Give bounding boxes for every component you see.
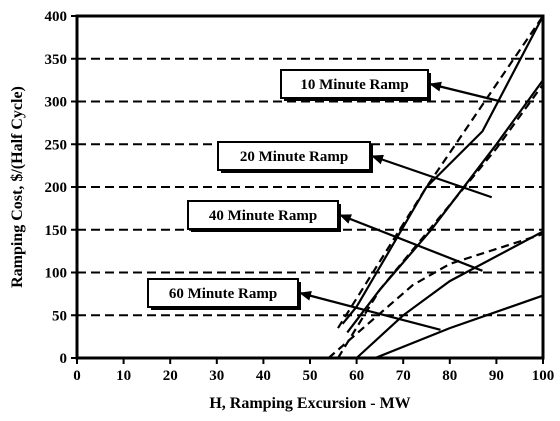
series-2-solid-line [355, 230, 544, 359]
x-tick-label-20: 20 [163, 368, 178, 384]
y-tick-label-400: 400 [45, 9, 68, 25]
callout-arrow-3 [299, 290, 441, 331]
x-tick-label-100: 100 [532, 368, 555, 384]
y-tick-label-200: 200 [45, 180, 68, 196]
series-0-dashed-line [337, 15, 544, 329]
callout-arrow-0 [429, 81, 502, 103]
y-tick-label-150: 150 [45, 223, 68, 239]
x-tick-label-50: 50 [303, 368, 318, 384]
callout-box-3 [147, 278, 299, 308]
x-tick-label-90: 90 [489, 368, 504, 384]
callout-box-2 [187, 200, 339, 230]
series-3-solid-line [374, 294, 544, 360]
series-0-solid-line [341, 15, 544, 325]
callout-label-3: 60 Minute Ramp [169, 286, 277, 302]
x-tick-label-60: 60 [349, 368, 364, 384]
x-tick-label-0: 0 [73, 368, 81, 384]
callout-arrow-2 [339, 213, 483, 272]
y-axis-title: Ramping Cost, $/(Half Cycle) [9, 86, 26, 288]
x-tick-label-80: 80 [442, 368, 457, 384]
y-tick-label-250: 250 [45, 137, 68, 153]
callout-label-2: 40 Minute Ramp [209, 208, 317, 224]
x-tick-label-40: 40 [256, 368, 271, 384]
x-tick-label-30: 30 [209, 368, 224, 384]
callout-box-1 [217, 141, 371, 171]
x-tick-label-70: 70 [396, 368, 411, 384]
annotations: 10 Minute Ramp 20 Minute Ramp 40 Minute Ra… [147, 69, 502, 331]
y-tick-label-50: 50 [52, 308, 67, 324]
series-2-dashed-line [327, 232, 544, 359]
series-1-dashed-line [337, 83, 544, 359]
y-tick-label-100: 100 [45, 266, 68, 282]
callout-box-0 [280, 69, 429, 99]
x-axis-title: H, Ramping Excursion - MW [209, 395, 410, 412]
series-lines [327, 15, 544, 360]
y-tick-label-350: 350 [45, 52, 68, 68]
callout-label-1: 20 Minute Ramp [240, 149, 348, 165]
callout-label-0: 10 Minute Ramp [300, 77, 408, 93]
callout-arrow-1 [371, 154, 493, 199]
series-1-solid-line [346, 79, 544, 334]
x-tick-label-10: 10 [116, 368, 131, 384]
y-tick-label-0: 0 [60, 351, 68, 367]
y-tick-label-300: 300 [45, 95, 68, 111]
axis-ticks: 0 50 100 150 200 250 300 350 400 0 10 20 30 40 50 60 70 8… [45, 9, 555, 384]
